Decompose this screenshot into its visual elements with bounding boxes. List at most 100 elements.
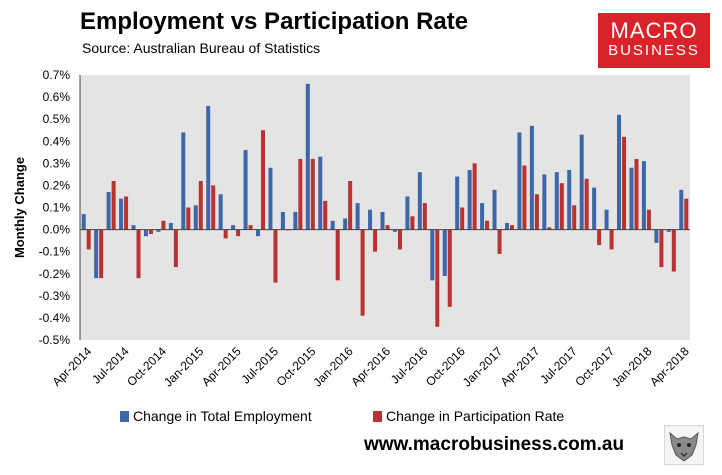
participation-bar [497,229,502,254]
participation-bar [273,229,278,283]
employment-bar [392,229,397,232]
participation-bar [622,136,627,230]
employment-bar [641,161,646,230]
participation-bar [584,178,589,230]
legend-employment-label: Change in Total Employment [133,408,312,424]
x-tick-label: Jan-2017 [460,344,506,390]
employment-bar [143,229,148,237]
x-tick-label: Apr-2015 [199,344,244,389]
participation-bar [161,220,166,230]
x-tick-label: Apr-2014 [50,344,95,389]
employment-bar [355,203,360,230]
employment-bar [604,209,609,230]
source-note: Source: Australian Bureau of Statistics [82,40,321,56]
participation-bar [572,205,577,230]
y-tick-label: 0.0% [43,223,71,237]
participation-bar [646,209,651,230]
website-url[interactable]: www.macrobusiness.com.au [364,434,625,455]
employment-bar [592,187,597,230]
y-tick-label: -0.4% [39,311,71,325]
employment-bar [504,222,509,230]
employment-bar [231,225,236,230]
y-tick-label: 0.5% [43,112,71,126]
employment-bar [181,132,186,230]
participation-bar [373,229,378,252]
employment-bar [405,196,410,230]
participation-bar [348,181,353,230]
employment-bar [168,222,173,230]
y-tick-label: 0.1% [43,201,71,215]
participation-bar [298,158,303,230]
employment-bar [617,114,622,230]
employment-bar [280,211,285,230]
employment-bar [492,189,497,230]
participation-bar [460,207,465,230]
y-axis-title: Monthly Change [12,157,27,258]
x-tick-label: Apr-2017 [498,344,543,389]
participation-bar [136,229,141,279]
employment-bar [218,194,223,230]
employment-bar [629,167,634,230]
participation-bar [397,229,402,250]
participation-bar [385,225,390,230]
employment-bar [131,225,136,230]
employment-bar [567,169,572,230]
employment-bar [243,150,248,230]
participation-bar [547,227,552,230]
participation-bar [597,229,602,246]
participation-bar [186,207,191,230]
participation-bar [173,229,178,268]
employment-bar [268,167,273,230]
employment-bar [256,229,261,237]
participation-bar [671,229,676,272]
employment-bar [542,174,547,230]
x-tick-label: Jan-2018 [609,344,655,390]
employment-bar [417,172,422,230]
participation-bar [559,183,564,230]
participation-bar [634,158,639,230]
participation-bar [435,229,440,327]
employment-bar [193,205,198,230]
participation-bar [684,198,689,230]
participation-bar [472,163,477,230]
y-tick-label: -0.3% [39,289,71,303]
participation-bar [609,229,614,250]
macrobusiness-logo: MACRO BUSINESS [598,13,710,68]
y-tick-label: -0.2% [39,267,71,281]
logo-line-1: MACRO [610,18,698,43]
participation-bar [111,181,116,230]
employment-bar [430,229,435,281]
participation-bar [211,185,216,230]
y-tick-label: -0.5% [39,333,71,347]
x-tick-label: Apr-2016 [348,344,393,389]
participation-bar [261,130,266,230]
participation-bar [522,165,527,230]
participation-bar [323,200,328,230]
employment-bar [206,105,211,230]
employment-bar [106,192,111,230]
x-tick-label: Jan-2015 [161,344,207,390]
participation-bar [248,225,253,230]
employment-bar [94,229,99,279]
employment-bar [554,172,559,230]
participation-bar [99,229,104,279]
employment-bar [156,229,161,232]
chart-title: Employment vs Participation Rate [80,8,469,35]
y-tick-label: 0.7% [43,68,71,82]
legend-participation-label: Change in Participation Rate [386,408,564,424]
x-tick-label: Jan-2016 [310,344,356,390]
participation-bar [148,229,153,234]
employment-bar [467,169,472,230]
participation-bar [335,229,340,281]
legend-employment-swatch [120,411,129,422]
participation-bar [422,203,427,230]
participation-bar [534,194,539,230]
y-tick-label: -0.1% [39,245,71,259]
employment-bar [517,132,522,230]
employment-bar [119,198,124,230]
employment-bar [318,156,323,230]
y-tick-label: 0.4% [43,134,71,148]
employment-bar [81,214,86,230]
plot-area [80,75,690,340]
